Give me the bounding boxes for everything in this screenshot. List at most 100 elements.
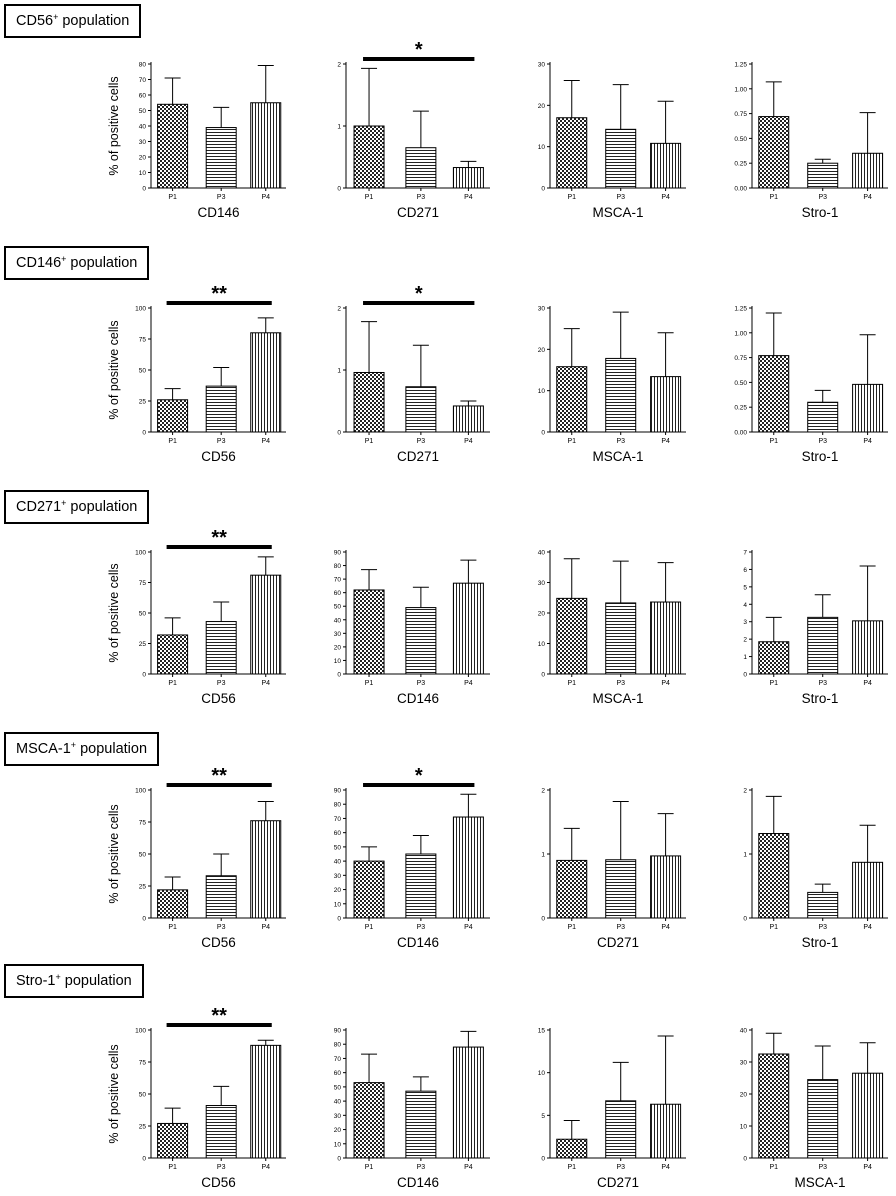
y-tick-label: 80 [334, 802, 342, 809]
population-sup: + [53, 12, 59, 22]
x-tick-label-p4: P4 [261, 438, 270, 445]
significance-bar [363, 301, 475, 305]
bar-p4 [452, 405, 484, 433]
x-axis-title: CD146 [397, 691, 439, 706]
population-marker: MSCA-1 [16, 741, 71, 757]
chart-panel-stro-1-population-cd56: 0 25 50 75 100 P1 P3 P4 CD56 % of positive cells *… [107, 1005, 286, 1190]
bar-p4 [250, 574, 282, 675]
x-tick-label-p4: P4 [464, 680, 473, 687]
significance-stars: * [415, 39, 423, 61]
y-tick-label: 50 [139, 108, 147, 115]
y-tick-label: 0 [541, 186, 545, 193]
y-tick-label: 7 [743, 550, 747, 557]
population-label: MSCA-1+ population [4, 732, 160, 766]
y-tick-label: 20 [538, 347, 546, 354]
y-tick-label: 0 [142, 916, 146, 923]
y-tick-label: 50 [334, 844, 342, 851]
y-tick-label: 0.50 [734, 136, 747, 143]
y-tick-label: 40 [334, 859, 342, 866]
bar-p1 [353, 125, 385, 189]
bar-p1 [157, 103, 189, 189]
x-tick-label-p3: P3 [217, 680, 226, 687]
x-tick-label-p4: P4 [261, 194, 270, 201]
bar-p4 [452, 816, 484, 919]
y-tick-label: 10 [139, 170, 147, 177]
y-tick-label: 75 [139, 1060, 147, 1067]
y-tick-label: 0 [743, 916, 747, 923]
x-tick-label-p1: P1 [769, 924, 778, 931]
chart-panel-stro-1-population-cd271: 0 5 10 15 P1 P3 P4 CD271 [538, 1028, 686, 1190]
y-tick-label: 30 [139, 139, 147, 146]
y-tick-label: 50 [334, 604, 342, 611]
x-axis-title: CD56 [201, 449, 236, 464]
y-tick-label: 3 [743, 619, 747, 626]
bar-p3 [605, 1100, 637, 1159]
bar-p1 [157, 399, 189, 433]
bar-p3 [807, 1079, 839, 1159]
y-tick-label: 30 [334, 631, 342, 638]
bar-p3 [405, 1090, 437, 1159]
x-tick-label-p4: P4 [661, 438, 670, 445]
x-tick-label-p3: P3 [616, 680, 625, 687]
x-tick-label-p1: P1 [365, 438, 374, 445]
y-tick-label: 0 [541, 1156, 545, 1163]
y-tick-label: 25 [139, 641, 147, 648]
x-tick-label-p3: P3 [616, 194, 625, 201]
x-tick-label-p1: P1 [168, 194, 177, 201]
x-axis-title: MSCA-1 [794, 1175, 845, 1190]
bar-p1 [758, 1053, 790, 1159]
population-suffix: population [76, 741, 148, 757]
bar-p3 [405, 853, 437, 919]
bar-p1 [556, 1138, 588, 1159]
y-tick-label: 10 [538, 144, 546, 151]
bar-p3 [605, 357, 637, 433]
x-tick-label-p4: P4 [863, 924, 872, 931]
x-tick-label-p3: P3 [417, 438, 426, 445]
x-tick-label-p4: P4 [863, 1164, 872, 1171]
y-tick-label: 1 [337, 124, 341, 131]
y-tick-label: 70 [334, 1056, 342, 1063]
x-tick-label-p4: P4 [863, 194, 872, 201]
bar-p3 [605, 128, 637, 189]
bar-p1 [353, 1082, 385, 1159]
y-tick-label: 1.25 [734, 62, 747, 69]
x-tick-label-p4: P4 [661, 680, 670, 687]
bar-p3 [807, 162, 839, 189]
y-tick-label: 2 [743, 788, 747, 795]
x-tick-label-p1: P1 [168, 1164, 177, 1171]
chart-panel-cd56-population-msca-1: 0 10 20 30 P1 P3 P4 MSCA-1 [538, 62, 686, 220]
y-tick-label: 30 [334, 1113, 342, 1120]
population-suffix: population [58, 13, 130, 29]
x-axis-title: CD56 [201, 935, 236, 950]
population-suffix: population [66, 499, 138, 515]
y-tick-label: 80 [334, 563, 342, 570]
significance-bar [166, 1023, 272, 1027]
y-tick-label: 50 [139, 368, 147, 375]
x-axis-title: Stro-1 [802, 691, 839, 706]
y-tick-label: 15 [538, 1028, 546, 1035]
bar-p4 [250, 332, 282, 433]
y-tick-label: 30 [538, 306, 546, 313]
x-tick-label-p4: P4 [261, 1164, 270, 1171]
bar-p4 [650, 1103, 682, 1159]
bar-p3 [405, 147, 437, 189]
y-tick-label: 20 [334, 644, 342, 651]
y-tick-label: 70 [334, 816, 342, 823]
y-tick-label: 20 [740, 1092, 748, 1099]
chart-panel-stro-1-population-cd146: 0 10 20 30 40 50 60 70 80 90 P1 P3 P4 CD146 [334, 1028, 490, 1190]
y-tick-label: 25 [139, 884, 147, 891]
x-tick-label-p3: P3 [217, 924, 226, 931]
x-tick-label-p3: P3 [616, 924, 625, 931]
significance-bar [166, 301, 272, 305]
bar-p4 [852, 861, 884, 919]
bar-p1 [556, 366, 588, 433]
y-tick-label: 25 [139, 399, 147, 406]
x-axis-title: CD56 [201, 1175, 236, 1190]
x-tick-label-p4: P4 [464, 438, 473, 445]
population-label: CD271+ population [4, 490, 150, 524]
population-sup: + [70, 740, 77, 750]
y-tick-label: 75 [139, 337, 147, 344]
bar-p4 [250, 102, 282, 189]
bar-p4 [852, 620, 884, 675]
y-tick-label: 0.75 [734, 111, 747, 118]
